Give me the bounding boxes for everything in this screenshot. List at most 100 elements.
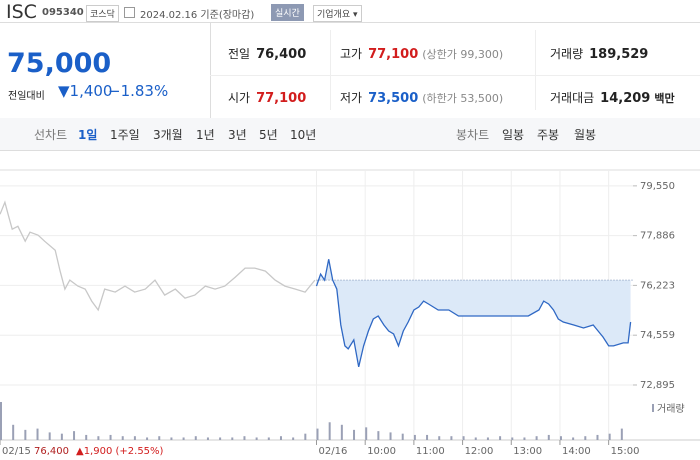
period-tab[interactable]: 3년 — [228, 128, 247, 142]
volume-bar — [0, 402, 2, 440]
quote-value: 189,529 — [589, 47, 649, 62]
calendar-icon — [124, 7, 135, 18]
volume-bar — [24, 429, 27, 440]
quote-cell: 시가 77,100 — [228, 89, 306, 106]
volume-bar — [486, 437, 489, 440]
volume-bar — [109, 434, 112, 440]
quote-label: 고가 — [340, 47, 363, 61]
x-tick-label: 12:00 — [465, 446, 494, 457]
legend-label: 거래량 — [657, 403, 685, 415]
volume-bar — [316, 428, 319, 440]
quote-value: 76,400 — [256, 47, 307, 62]
volume-bar — [243, 436, 246, 440]
tab-label: 선차트 — [34, 128, 68, 142]
volume-bar — [511, 437, 514, 440]
volume-bar — [158, 436, 161, 440]
volume-bar — [450, 436, 453, 440]
volume-bar — [547, 434, 550, 440]
volume-bar — [426, 434, 429, 440]
quote-note: (하한가 53,500) — [422, 92, 504, 105]
volume-bar — [353, 429, 356, 440]
change-rate: −1.83% — [108, 82, 169, 100]
volume-bar — [73, 431, 76, 440]
period-tab[interactable]: 3개월 — [153, 128, 183, 142]
divider — [210, 22, 211, 118]
volume-bar — [255, 437, 258, 440]
volume-bar — [182, 437, 185, 440]
volume-bar — [97, 436, 100, 440]
x-tick-label: 02/15 — [2, 446, 31, 457]
volume-bar — [523, 437, 526, 440]
quote-value: 73,500 — [368, 91, 419, 106]
y-tick-label: 77,886 — [640, 231, 675, 242]
x-tick-label: 14:00 — [562, 446, 591, 457]
x-tick-label: 15:00 — [611, 446, 640, 457]
volume-bar — [12, 424, 15, 440]
change-label: 전일대비 — [8, 91, 45, 102]
candle-tab[interactable]: 일봉 — [502, 128, 525, 142]
volume-bar — [133, 436, 136, 440]
tab-bar — [0, 118, 700, 151]
volume-bar — [438, 436, 441, 440]
volume-bar — [462, 436, 465, 440]
volume-bar — [279, 436, 282, 440]
date: 2024.02.16 기준(장마감) — [140, 10, 255, 21]
quote-value: 14,209 — [600, 91, 651, 106]
area — [316, 259, 631, 367]
divider — [535, 30, 536, 110]
divider — [330, 30, 331, 110]
legend-swatch — [652, 404, 654, 412]
volume-bar — [401, 433, 404, 440]
quote-label: 저가 — [340, 91, 363, 105]
volume-bar — [340, 424, 343, 440]
period-tab[interactable]: 1일 — [78, 128, 98, 142]
volume-bar — [377, 431, 380, 440]
change: ▼1,400 — [58, 82, 113, 100]
volume-bar — [146, 437, 149, 440]
volume-bar — [85, 434, 88, 440]
volume-bar — [292, 437, 295, 440]
volume-bar — [596, 434, 599, 440]
quote-cell: 저가 73,500 (하한가 53,500) — [340, 89, 503, 106]
quote-label: 시가 — [228, 91, 251, 105]
volume-bar — [535, 436, 538, 440]
company-info-button[interactable]: 기업개요 ▾ — [313, 5, 362, 22]
realtime-button[interactable]: 실시간 — [271, 4, 304, 21]
volume-bar — [206, 437, 209, 440]
stock-code: 095340 — [42, 7, 84, 18]
y-tick-label: 72,895 — [640, 380, 675, 391]
x-tick-label: 13:00 — [513, 446, 542, 457]
tab-label: 봉차트 — [456, 128, 490, 142]
volume-bar — [620, 428, 623, 440]
quote-label: 전일 — [228, 47, 251, 61]
current-price: 75,000 — [7, 48, 112, 79]
volume-bar — [328, 422, 331, 440]
volume-bar — [559, 436, 562, 440]
period-tab[interactable]: 1주일 — [110, 128, 140, 142]
volume-bar — [219, 437, 222, 440]
price-line — [0, 200, 316, 312]
x-tick-label: 10:00 — [367, 446, 396, 457]
volume-bar — [474, 437, 477, 440]
divider — [210, 75, 700, 76]
candle-tab[interactable]: 주봉 — [537, 128, 560, 142]
period-tab[interactable]: 5년 — [259, 128, 278, 142]
quote-cell: 전일 76,400 — [228, 45, 306, 62]
x-tick-label: 02/16 — [319, 446, 348, 457]
volume-bar — [170, 437, 173, 440]
volume-bar — [48, 432, 51, 440]
y-tick-label: 79,550 — [640, 181, 675, 192]
quote-value: 77,100 — [368, 47, 419, 62]
volume-bar — [231, 437, 234, 440]
quote-cell: 거래량 189,529 — [550, 45, 648, 62]
period-tab[interactable]: 10년 — [290, 128, 317, 142]
candle-tab[interactable]: 월봉 — [574, 128, 597, 142]
quote-label: 거래대금 — [550, 91, 595, 105]
period-tab[interactable]: 1년 — [196, 128, 215, 142]
company-info: 기업개요 — [317, 10, 351, 20]
volume-bar — [267, 437, 270, 440]
price-line — [315, 259, 632, 368]
volume-bar — [389, 432, 392, 440]
y-tick-label: 76,223 — [640, 280, 675, 291]
